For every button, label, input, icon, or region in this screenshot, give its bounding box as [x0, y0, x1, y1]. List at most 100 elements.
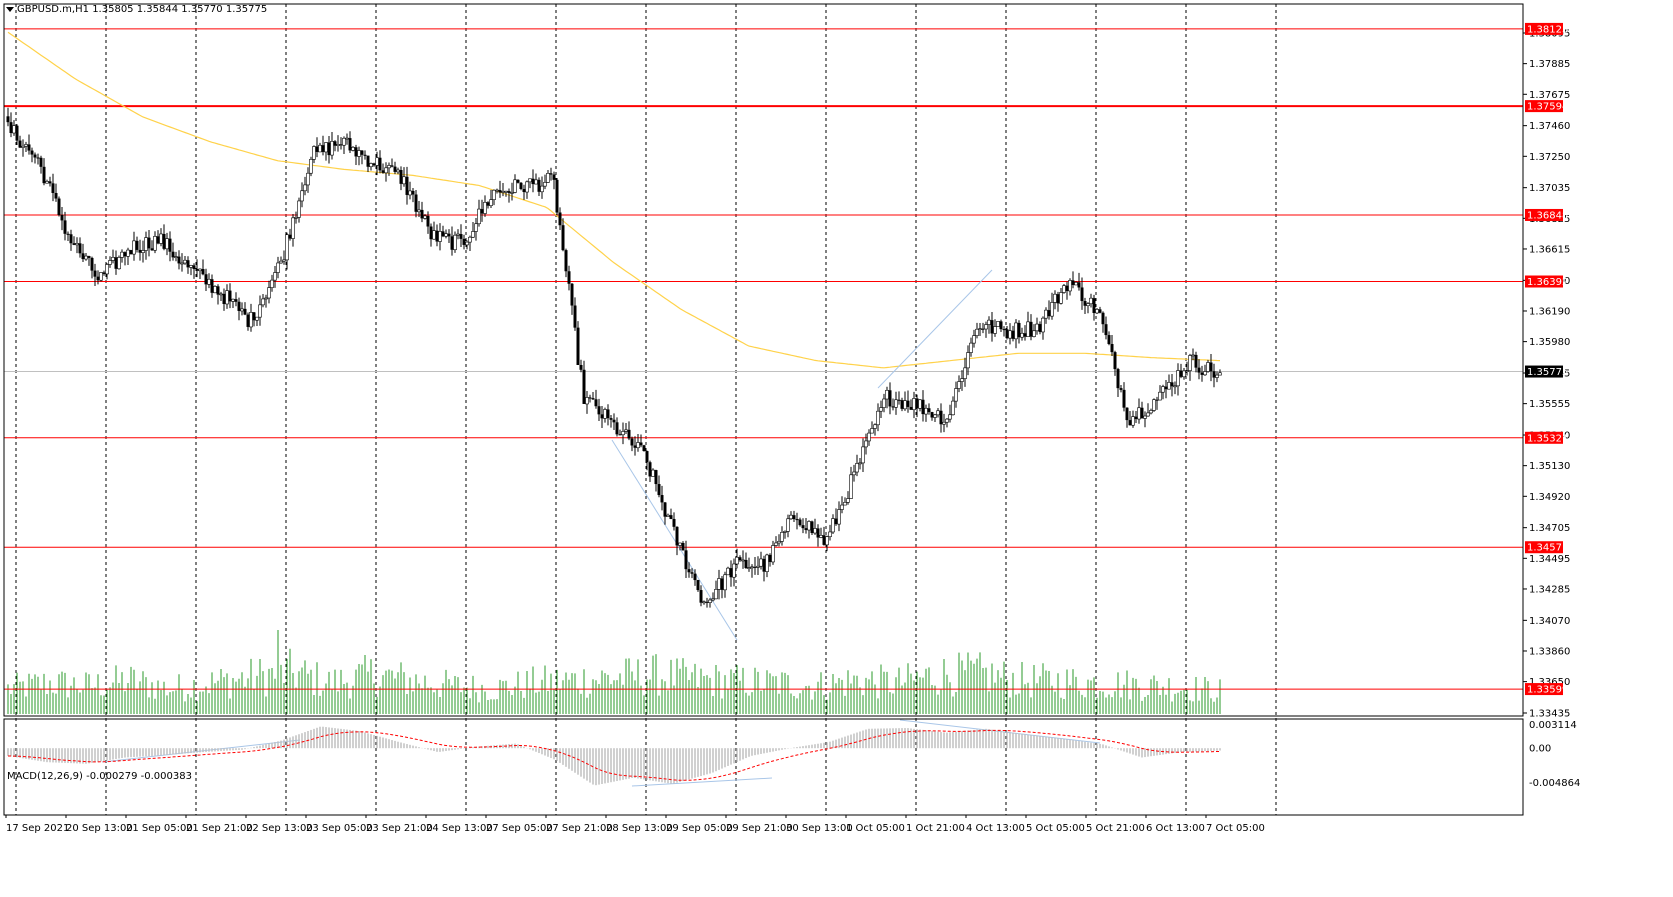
level-price-tag	[1525, 275, 1563, 288]
symbol-ohlc-header[interactable]: GBPUSD.m,H1 1.35805 1.35844 1.35770 1.35…	[6, 4, 267, 15]
candle-body-bull	[1014, 322, 1018, 340]
candle-body-bear	[669, 515, 673, 519]
candle-body-bear	[1125, 407, 1129, 421]
level-price-tag	[1525, 431, 1563, 444]
candle-body-bull	[1068, 280, 1072, 292]
candle-body-bull	[972, 335, 976, 344]
candle-body-bull	[513, 179, 517, 193]
candle-body-bear	[18, 140, 22, 148]
macd-label: MACD(12,26,9) -0.000279 -0.000383	[7, 771, 192, 782]
candle-body-bear	[687, 569, 691, 573]
candle-body-bear	[102, 272, 106, 274]
candle-body-bull	[144, 237, 148, 251]
candle-body-bear	[411, 190, 415, 195]
trendline[interactable]	[899, 719, 1101, 744]
candle-body-bull	[264, 297, 268, 300]
candle-body-bear	[27, 144, 31, 151]
candle-body-bear	[378, 157, 382, 171]
candle-body-bear	[480, 209, 484, 214]
candle-body-bear	[1101, 312, 1105, 325]
candle-body-bull	[483, 201, 487, 214]
candle-body-bull	[1203, 371, 1207, 376]
candle-body-bull	[1059, 292, 1063, 304]
candle-body-bull	[969, 342, 973, 353]
candle-body-bear	[192, 265, 196, 269]
candle-body-bear	[1047, 310, 1051, 317]
candle-body-bear	[87, 256, 91, 258]
price-axis: 1.380951.378851.376751.374601.372501.370…	[1523, 22, 1580, 789]
candle-body-bull	[1146, 412, 1150, 417]
candle-body-bear	[195, 268, 199, 271]
candle-body-bull	[231, 298, 235, 302]
candle-body-bull	[336, 144, 340, 146]
candle-body-bear	[246, 314, 250, 327]
candle-body-bull	[444, 233, 448, 237]
candle-body-bull	[924, 407, 928, 415]
candle-body-bear	[1119, 388, 1123, 390]
candle-body-bear	[1065, 285, 1069, 291]
candle-body-bull	[984, 324, 988, 330]
time-tick-label: 21 Sep 05:00	[126, 823, 193, 834]
candle-body-bear	[738, 557, 742, 561]
time-tick-label: 29 Sep 05:00	[666, 823, 733, 834]
candle-body-bear	[381, 170, 385, 173]
time-tick-label: 5 Oct 05:00	[1026, 823, 1085, 834]
candle-body-bear	[36, 157, 40, 159]
candle-body-bull	[207, 278, 211, 285]
candle-body-bear	[204, 274, 208, 285]
candle-body-bear	[753, 566, 757, 568]
candle-body-bear	[684, 550, 688, 570]
candle-body-bull	[1062, 285, 1066, 293]
candle-body-bear	[639, 442, 643, 446]
candle-body-bear	[78, 243, 82, 254]
candle-body-bear	[1134, 416, 1138, 420]
time-tick-label: 27 Sep 21:00	[546, 823, 613, 834]
candle-body-bear	[237, 301, 241, 311]
candle-body-bear	[579, 364, 583, 370]
candle-body-bear	[498, 190, 502, 193]
trendline[interactable]	[101, 739, 301, 763]
candle-body-bear	[981, 328, 985, 330]
candle-body-bear	[252, 312, 256, 321]
candle-body-bull	[303, 184, 307, 192]
candle-body-bull	[858, 462, 862, 465]
candle-body-bear	[48, 181, 52, 184]
candle-body-bull	[1035, 323, 1039, 332]
candle-body-bull	[540, 185, 544, 193]
candle-body-bear	[33, 154, 37, 158]
trendline[interactable]	[631, 777, 773, 787]
candle-body-bear	[360, 150, 364, 155]
candle-body-bear	[627, 429, 631, 439]
candle-body-bear	[657, 484, 661, 496]
candle-body-bull	[666, 514, 670, 517]
candle-body-bear	[720, 578, 724, 590]
trendlines	[101, 269, 1101, 787]
time-tick-label: 23 Sep 05:00	[306, 823, 373, 834]
candle-body-bear	[1197, 367, 1201, 373]
candle-body-bull	[261, 298, 265, 306]
candle-body-bear	[519, 182, 523, 189]
candle-body-bear	[606, 409, 610, 419]
candle-body-bear	[390, 165, 394, 167]
candle-body-bull	[12, 125, 16, 134]
candle-body-bull	[756, 565, 760, 568]
time-tick-label: 28 Sep 13:00	[606, 823, 673, 834]
candle-body-bull	[750, 566, 754, 569]
candle-body-bull	[165, 238, 169, 250]
trendline[interactable]	[611, 439, 738, 641]
candle-body-bull	[291, 217, 295, 239]
candle-body-bull	[1191, 354, 1195, 357]
candle-body-bear	[201, 269, 205, 275]
candle-body-bull	[864, 440, 868, 448]
candle-body-bull	[300, 190, 304, 202]
dropdown-triangle-icon[interactable]	[6, 6, 14, 12]
trendline[interactable]	[877, 269, 993, 389]
candle-body-bear	[609, 418, 613, 420]
candle-body-bull	[1143, 415, 1147, 419]
candle-body-bull	[711, 598, 715, 601]
price-tick-label: 1.34285	[1529, 584, 1570, 595]
macd-signal-line	[8, 729, 1220, 781]
candle-body-bull	[1074, 282, 1078, 286]
candle-body-bear	[1083, 301, 1087, 306]
